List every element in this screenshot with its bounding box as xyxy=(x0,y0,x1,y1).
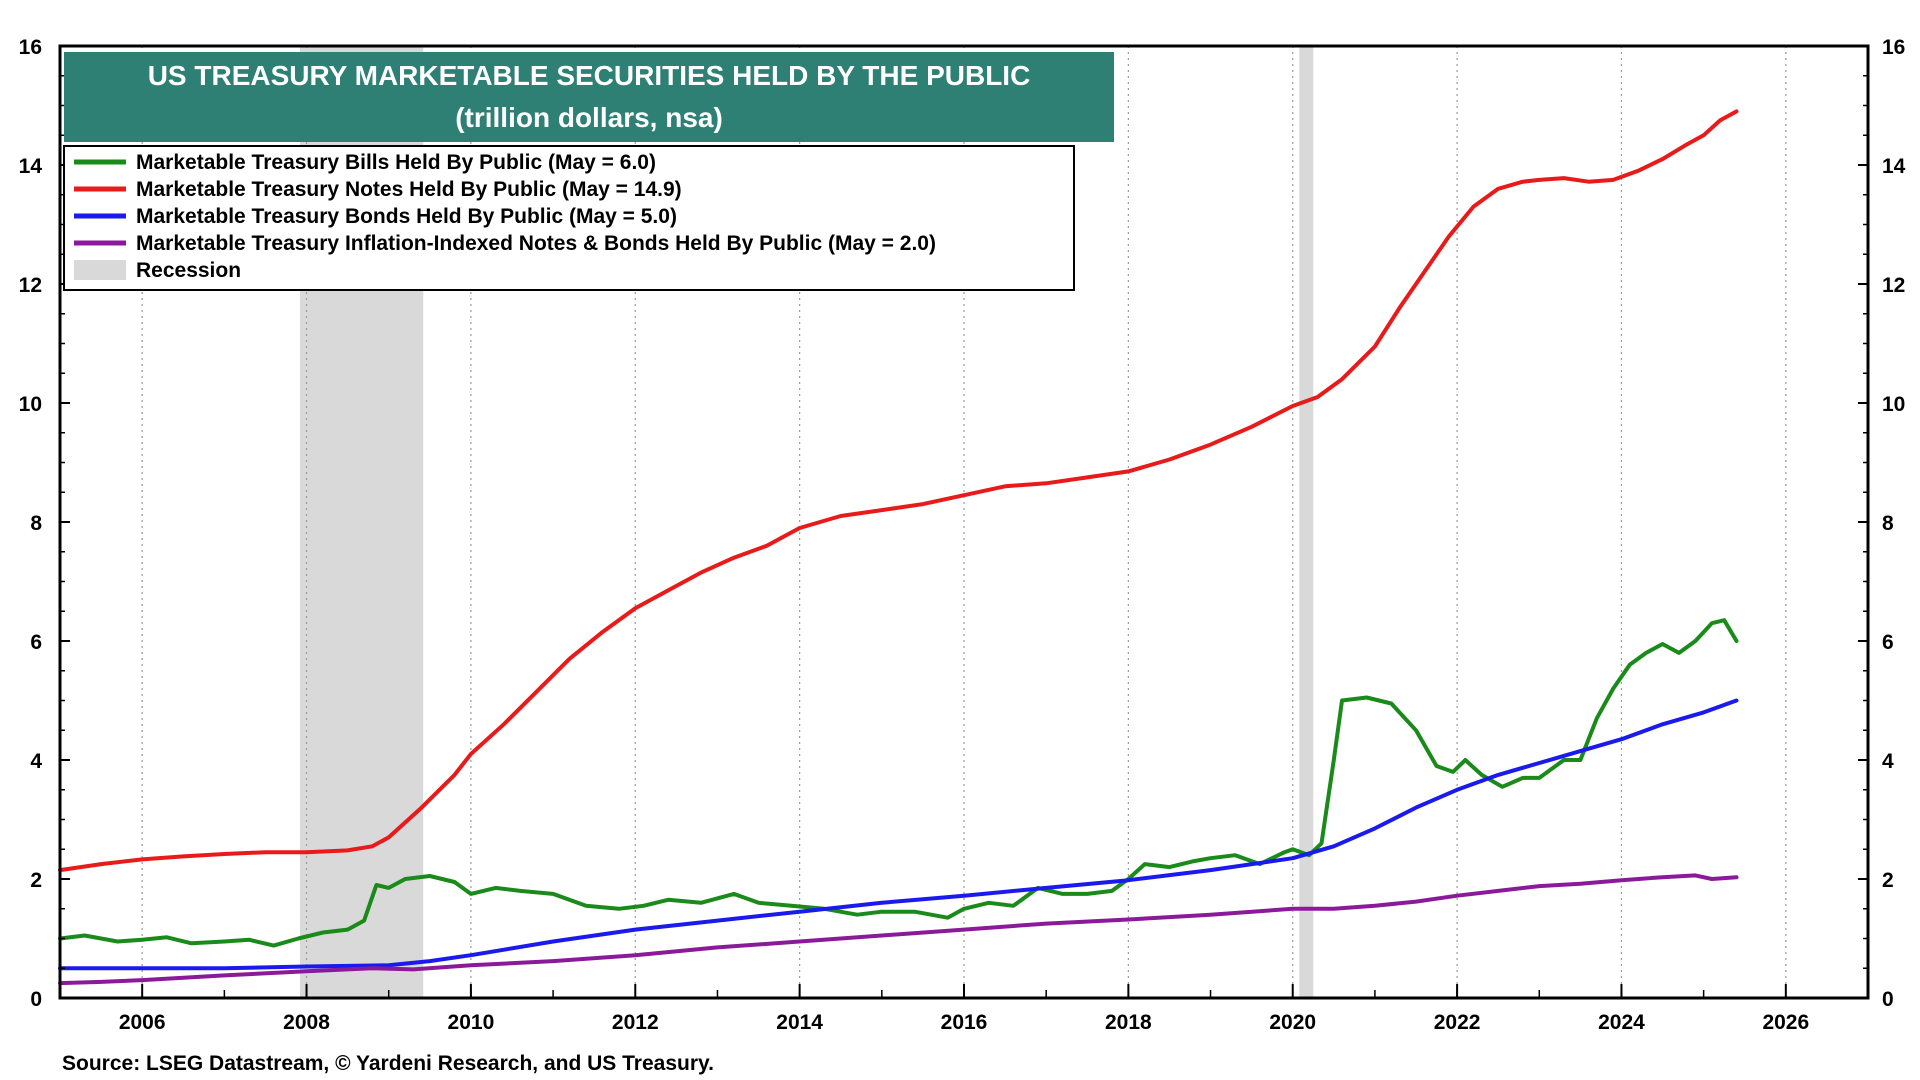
x-tick-label-2010: 2010 xyxy=(448,1011,495,1034)
x-tick-label-2022: 2022 xyxy=(1434,1011,1481,1034)
y-tick-label-left-0: 0 xyxy=(30,988,42,1011)
chart-title: US TREASURY MARKETABLE SECURITIES HELD B… xyxy=(148,60,1031,91)
y-axis-left: 0 2 4 6 8 10 12 14 16 xyxy=(19,36,70,1011)
x-tick-label-2018: 2018 xyxy=(1105,1011,1152,1034)
y-tick-label-left-16: 16 xyxy=(19,36,42,59)
legend-swatch-recession xyxy=(74,260,126,280)
series-lines xyxy=(58,109,1739,986)
x-tick-label-2014: 2014 xyxy=(776,1011,823,1034)
legend-label-3: Marketable Treasury Bonds Held By Public… xyxy=(136,205,677,228)
y-tick-label-left-10: 10 xyxy=(19,393,42,416)
legend: Marketable Treasury Bills Held By Public… xyxy=(63,145,1075,291)
y-tick-label-left-12: 12 xyxy=(19,274,42,297)
chart-subtitle: (trillion dollars, nsa) xyxy=(455,102,723,133)
y-tick-label-left-4: 4 xyxy=(30,750,42,773)
y-tick-label-left-6: 6 xyxy=(30,631,42,654)
y-tick-label-right-12: 12 xyxy=(1882,274,1905,297)
x-tick-label-2016: 2016 xyxy=(941,1011,988,1034)
legend-label-4: Marketable Treasury Inflation-Indexed No… xyxy=(136,232,936,255)
y-tick-label-right-14: 14 xyxy=(1882,155,1906,178)
title-box: US TREASURY MARKETABLE SECURITIES HELD B… xyxy=(64,52,1114,142)
y-tick-label-left-8: 8 xyxy=(30,512,42,535)
x-tick-label-2024: 2024 xyxy=(1598,1011,1645,1034)
legend-frame xyxy=(63,145,1075,291)
y-tick-label-right-4: 4 xyxy=(1882,750,1894,773)
series-line-3 xyxy=(58,698,1739,971)
gridlines xyxy=(141,46,1787,998)
x-tick-label-2008: 2008 xyxy=(283,1011,330,1034)
x-tick-label-2026: 2026 xyxy=(1762,1011,1809,1034)
legend-label-5: Recession xyxy=(136,259,241,282)
y-tick-label-right-2: 2 xyxy=(1882,869,1894,892)
title-background xyxy=(64,52,1114,142)
y-tick-label-left-14: 14 xyxy=(19,155,43,178)
x-tick-label-2012: 2012 xyxy=(612,1011,659,1034)
recession-band-2 xyxy=(1299,46,1314,998)
y-tick-label-right-6: 6 xyxy=(1882,631,1894,654)
source-note: Source: LSEG Datastream, © Yardeni Resea… xyxy=(62,1052,714,1075)
y-tick-label-right-8: 8 xyxy=(1882,512,1894,535)
y-tick-label-right-16: 16 xyxy=(1882,36,1905,59)
y-axis-right: 0 2 4 6 8 10 12 14 16 xyxy=(1858,36,1906,1011)
y-tick-label-left-2: 2 xyxy=(30,869,42,892)
legend-label-1: Marketable Treasury Bills Held By Public… xyxy=(136,151,656,174)
legend-label-2: Marketable Treasury Notes Held By Public… xyxy=(136,178,682,201)
y-tick-label-right-10: 10 xyxy=(1882,393,1905,416)
series-line-4 xyxy=(58,873,1739,986)
series-line-2 xyxy=(58,109,1739,873)
x-tick-label-2020: 2020 xyxy=(1269,1011,1316,1034)
x-axis: 2006 2008 2010 2012 2014 2016 2018 2020 2022 2024… xyxy=(59,984,1809,1034)
y-tick-label-right-0: 0 xyxy=(1882,988,1894,1011)
x-tick-label-2006: 2006 xyxy=(119,1011,166,1034)
